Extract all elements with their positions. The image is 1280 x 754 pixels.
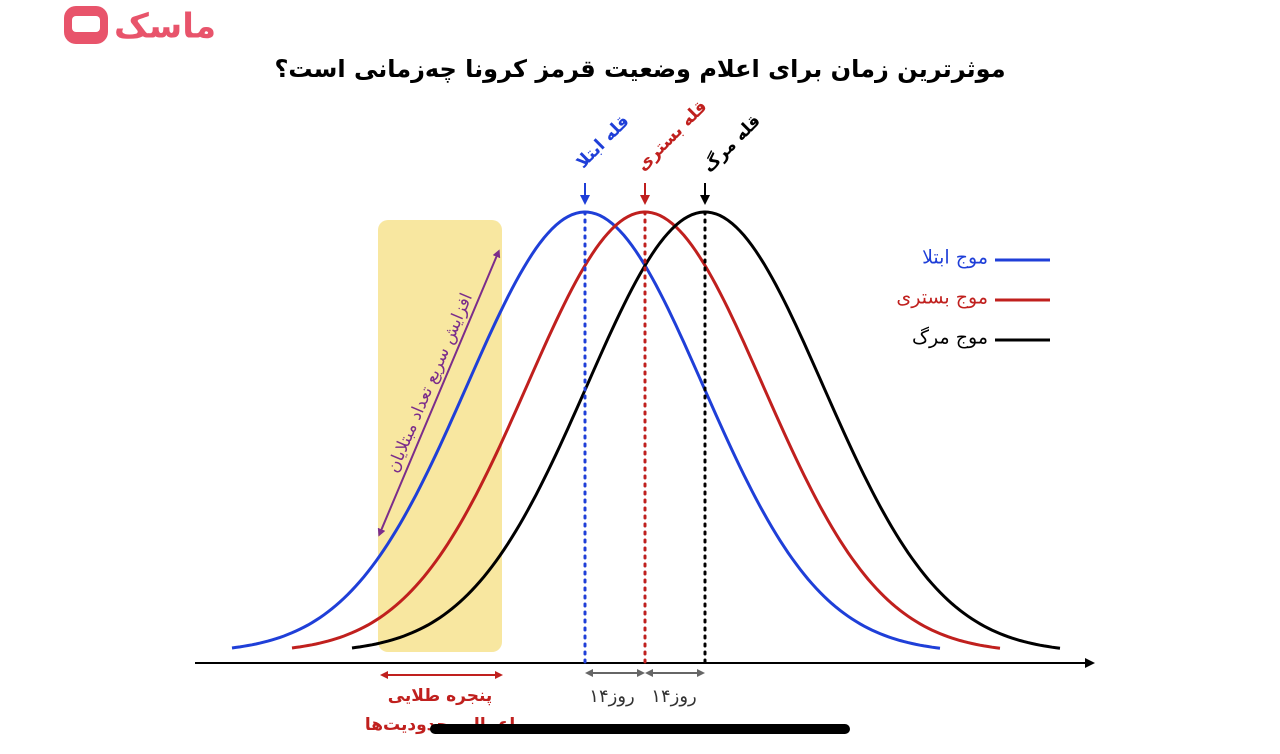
legend-label: موج مرگ: [912, 327, 988, 349]
interval-label: ۱۴روز: [589, 686, 634, 707]
interval-label: ۱۴روز: [651, 686, 696, 707]
window-label: پنجره طلایی: [388, 686, 493, 706]
legend-label: موج ابتلا: [922, 247, 988, 269]
logo: ماسک: [64, 6, 216, 47]
peak-label: قله مرگ: [699, 111, 765, 177]
legend-label: موج بستری: [896, 287, 988, 309]
peak-label: قله ابتلا: [572, 111, 633, 172]
home-indicator: [430, 724, 850, 734]
title: موثرترین زمان برای اعلام وضعیت قرمز کرون…: [274, 55, 1005, 83]
logo-text: ماسک: [114, 7, 216, 47]
legend: موج ابتلا موج بستری موج مرگ: [896, 247, 1050, 349]
rise-arrow: [377, 249, 501, 537]
